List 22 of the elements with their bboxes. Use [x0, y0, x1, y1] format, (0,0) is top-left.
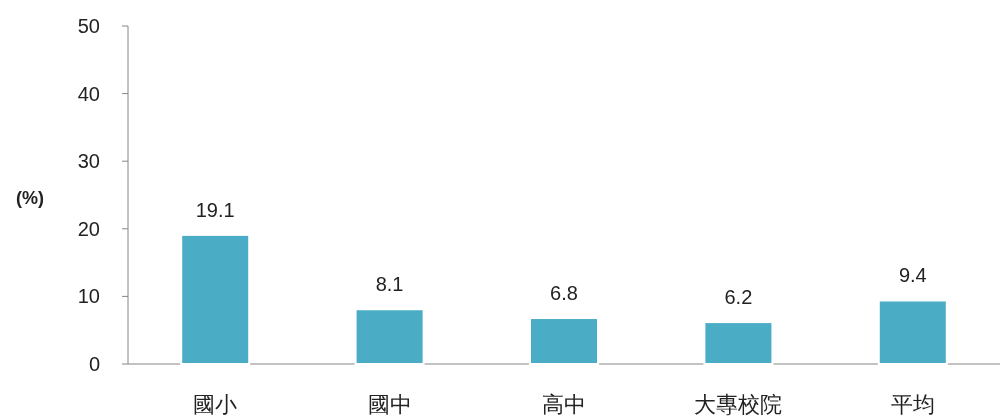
x-tick-label: 平均: [890, 392, 935, 417]
y-tick-label: 20: [77, 217, 100, 240]
data-label: 9.4: [898, 264, 927, 287]
x-tick-label: 高中: [542, 392, 586, 417]
data-label: 6.2: [724, 286, 753, 309]
bar: [180, 233, 251, 365]
y-axis-title: (%): [16, 188, 44, 208]
bar: [703, 321, 774, 365]
y-tick-label: 30: [77, 150, 100, 173]
y-tick-label: 40: [77, 82, 100, 105]
bar: [354, 308, 425, 365]
bar: [877, 299, 948, 365]
data-label: 6.8: [550, 282, 578, 305]
x-tick-label: 國小: [193, 392, 238, 417]
y-tick-label: 0: [88, 353, 100, 375]
x-tick-label: 大專校院: [694, 392, 783, 417]
data-label: 8.1: [375, 273, 404, 296]
bar: [528, 317, 600, 365]
y-tick-label: 10: [77, 285, 100, 308]
x-tick-label: 國中: [367, 392, 412, 417]
y-tick-label: 50: [77, 15, 100, 37]
data-label: 19.1: [195, 198, 235, 221]
